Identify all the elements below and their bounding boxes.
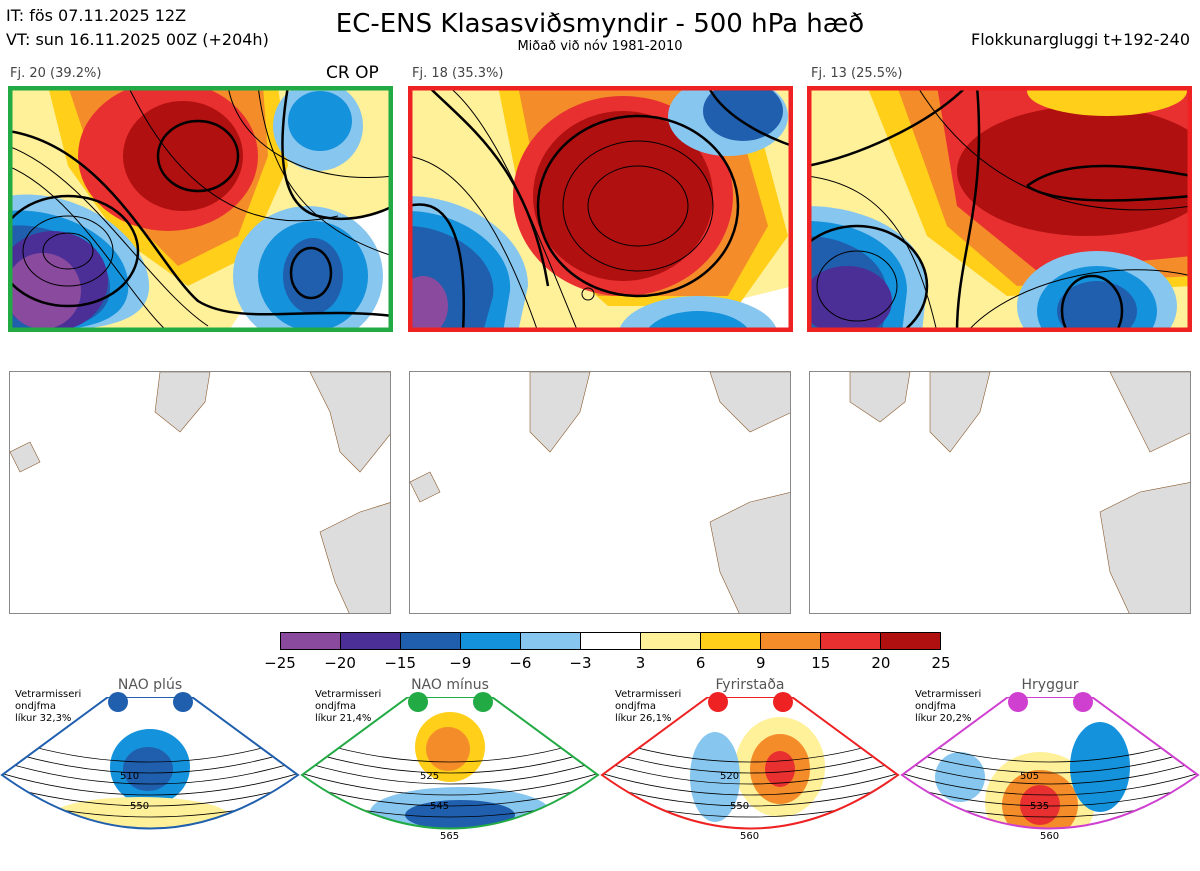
colorbar <box>280 632 941 650</box>
colorbar-tick-label: 15 <box>811 654 831 672</box>
height-contour <box>302 772 598 796</box>
colorbar-segment <box>761 633 821 649</box>
height-contour <box>2 772 298 796</box>
regime-outline <box>600 697 900 830</box>
colorbar-tick-label: −6 <box>509 654 532 672</box>
valid-time: VT: sun 16.11.2025 00Z (+204h) <box>6 30 269 49</box>
regime-map: 525 545 565 <box>300 697 600 842</box>
colorbar-segment <box>401 633 461 649</box>
colorbar-tick-label: 25 <box>931 654 951 672</box>
regime-description: Vetrarmisseri ondjfma líkur 26,1% <box>615 689 682 724</box>
height-contour <box>302 784 598 807</box>
cluster-1-label: Fj. 20 (39.2%) <box>10 66 102 81</box>
colorbar-tick-label: 9 <box>755 654 766 672</box>
colorbar-segment <box>581 633 641 649</box>
contour-label: 525 <box>420 771 439 782</box>
colorbar-segment <box>281 633 341 649</box>
regime-map: 505 535 560 <box>900 697 1200 842</box>
height-contour <box>602 772 898 796</box>
colorbar-tick-label: −3 <box>569 654 592 672</box>
colorbar-segment <box>521 633 581 649</box>
contour-label: 550 <box>730 801 749 812</box>
colorbar-tick-label: 20 <box>871 654 891 672</box>
clustering-window: Flokkunargluggi t+192-240 <box>971 30 1190 49</box>
regime-description: Vetrarmisseri ondjfma líkur 21,4% <box>315 689 382 724</box>
height-contour <box>902 760 1198 785</box>
cluster-2-label: Fj. 18 (35.3%) <box>412 66 504 81</box>
colorbar-segment <box>821 633 881 649</box>
height-contour <box>602 760 898 785</box>
anomaly-shading <box>690 732 740 822</box>
page-title: EC-ENS Klasasviðsmyndir - 500 hPa hæð <box>335 9 865 39</box>
height-contour <box>2 760 298 785</box>
contour-label: 560 <box>1040 831 1059 842</box>
regime-description: Vetrarmisseri ondjfma líkur 32,3% <box>15 689 82 724</box>
colorbar-tick-label: 3 <box>635 654 646 672</box>
colorbar-segment <box>461 633 521 649</box>
colorbar-segment <box>341 633 401 649</box>
cluster-3-label: Fj. 13 (25.5%) <box>811 66 903 81</box>
anomaly-shading <box>405 800 515 829</box>
regime-map: 520 550 560 <box>600 697 900 842</box>
height-contour <box>902 784 1198 807</box>
regime-outline <box>0 697 300 830</box>
contour-label: 520 <box>720 771 739 782</box>
anomaly-map-3 <box>809 371 1191 614</box>
height-contour <box>602 748 898 774</box>
regime-outline <box>900 697 1200 830</box>
colorbar-tick-label: −15 <box>384 654 416 672</box>
cluster-3-map <box>807 86 1192 332</box>
anomaly-shading <box>935 752 985 802</box>
regime-map: 510 550 <box>0 697 300 850</box>
height-contour <box>602 784 898 807</box>
page-subtitle: Miðað við nóv 1981-2010 <box>517 39 683 54</box>
regime-name: Fyrirstaða <box>715 677 785 693</box>
regime-name: NAO mínus <box>411 677 489 693</box>
anomaly-map-2 <box>409 371 791 614</box>
colorbar-tick-label: −25 <box>264 654 296 672</box>
height-contour <box>2 748 298 774</box>
contour-label: 535 <box>1030 801 1049 812</box>
colorbar-segment <box>701 633 761 649</box>
contour-label: 505 <box>1020 771 1039 782</box>
regime-outline <box>300 697 600 830</box>
cluster-1-map <box>8 86 393 332</box>
contour-label: 510 <box>120 771 139 782</box>
regime-description: Vetrarmisseri ondjfma líkur 20,2% <box>915 689 982 724</box>
height-contour <box>2 784 298 807</box>
height-contour <box>302 760 598 785</box>
contour-label: 545 <box>430 801 449 812</box>
cluster-1-tag: CR OP <box>326 63 379 83</box>
anomaly-shading <box>426 727 470 771</box>
colorbar-tick-label: −20 <box>324 654 356 672</box>
height-contour <box>902 748 1198 774</box>
regime-name: NAO plús <box>117 677 183 693</box>
height-contour <box>902 772 1198 796</box>
colorbar-tick-label: −9 <box>449 654 472 672</box>
height-contour <box>302 748 598 774</box>
anomaly-map-1 <box>9 371 391 614</box>
anomaly-shading <box>123 747 173 791</box>
cluster-2-map <box>408 86 793 332</box>
contour-label: 560 <box>740 831 759 842</box>
issue-time: IT: fös 07.11.2025 12Z <box>6 6 187 25</box>
contour-label: 565 <box>440 831 459 842</box>
colorbar-segment <box>881 633 940 649</box>
anomaly-shading <box>765 751 795 787</box>
height-contour <box>0 833 300 850</box>
regime-name: Hryggur <box>1021 677 1079 693</box>
colorbar-tick-label: 6 <box>695 654 706 672</box>
anomaly-shading <box>1070 722 1130 812</box>
contour-label: 550 <box>130 801 149 812</box>
height-contour <box>602 808 898 829</box>
colorbar-segment <box>641 633 701 649</box>
